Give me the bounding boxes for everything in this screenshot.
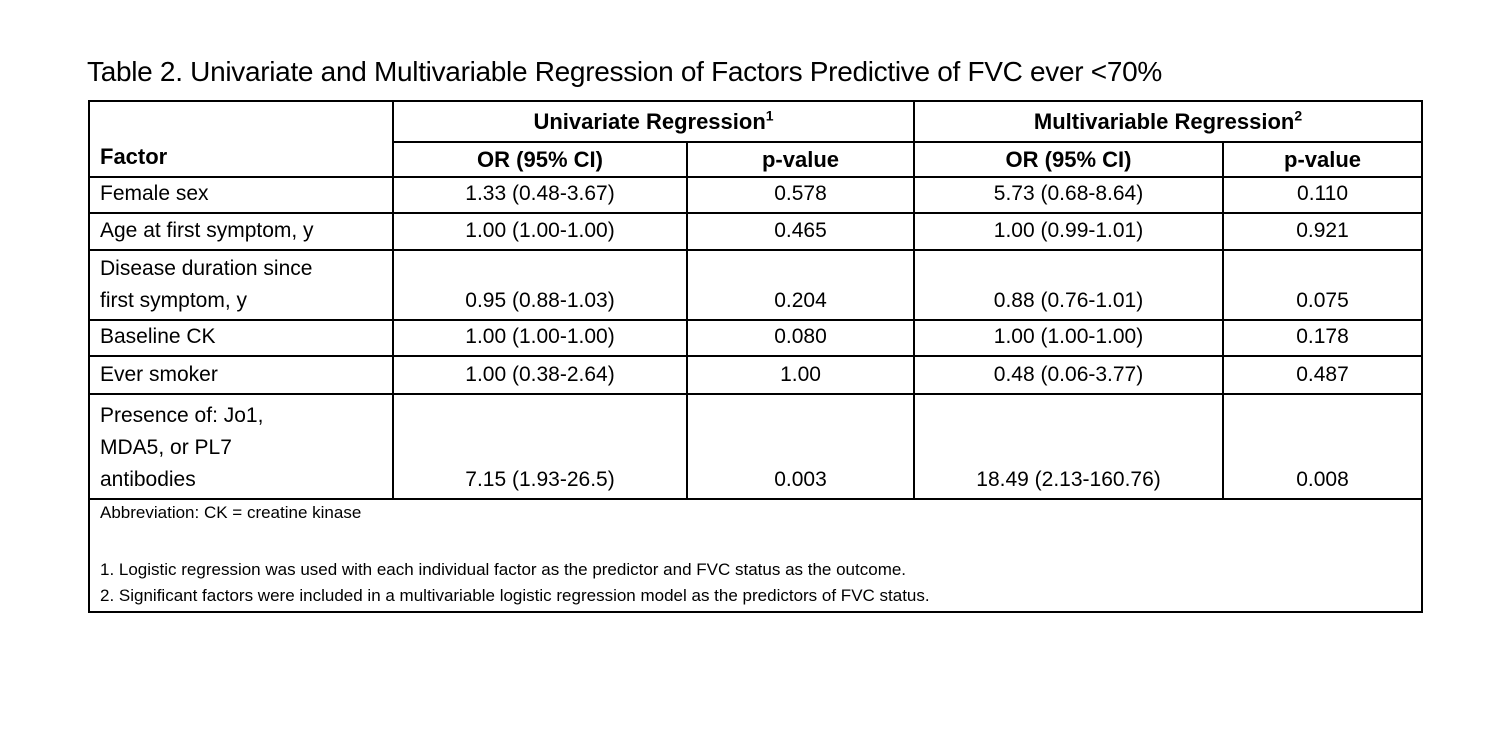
footnote-1: 1. Logistic regression was used with eac… — [100, 560, 907, 579]
table-row: Baseline CK 1.00 (1.00-1.00) 0.080 1.00 … — [88, 319, 1424, 357]
multi-pvalue-cell: 0.075 — [1222, 249, 1424, 321]
multi-pvalue-cell: 0.487 — [1222, 355, 1424, 395]
factor-line: MDA5, or PL7 — [100, 436, 232, 459]
factor-line: Baseline CK — [100, 325, 216, 348]
uni-or-cell: 1.00 (0.38-2.64) — [392, 355, 688, 395]
uni-or-cell: 1.00 (1.00-1.00) — [392, 212, 688, 251]
multivariable-group-header: Multivariable Regression2 — [913, 100, 1424, 143]
multi-or-cell: 1.00 (1.00-1.00) — [913, 319, 1225, 357]
footnotes-block: 1. Logistic regression was used with eac… — [100, 557, 1411, 609]
uni-or-cell: 1.33 (0.48-3.67) — [392, 176, 688, 214]
univariate-superscript: 1 — [765, 107, 774, 124]
table-row: Presence of: Jo1, MDA5, or PL7 antibodie… — [88, 393, 1424, 500]
multi-pvalue-cell: 0.110 — [1222, 176, 1424, 214]
factor-line: Disease duration since — [100, 257, 313, 280]
footnote-row: Abbreviation: CK = creatine kinase 1. Lo… — [87, 498, 1424, 613]
header-row-groups: Factor Univariate Regression1 Multivaria… — [88, 100, 1424, 178]
table-title: Table 2. Univariate and Multivariable Re… — [87, 56, 1162, 87]
factor-cell: Baseline CK — [88, 319, 394, 357]
factor-column-header: Factor — [88, 100, 394, 178]
multi-pvalue-cell: 0.178 — [1222, 319, 1424, 357]
factor-cell: Presence of: Jo1, MDA5, or PL7 antibodie… — [88, 393, 394, 500]
table-row: Ever smoker 1.00 (0.38-2.64) 1.00 0.48 (… — [88, 355, 1424, 395]
uni-pvalue-cell: 0.465 — [685, 212, 916, 251]
uni-pvalue-cell: 1.00 — [685, 355, 916, 395]
table-row: Disease duration since first symptom, y … — [88, 249, 1424, 321]
multi-or-cell: 0.88 (0.76-1.01) — [913, 249, 1225, 321]
table-row: Age at first symptom, y 1.00 (1.00-1.00)… — [88, 212, 1424, 251]
multivariable-group-label: Multivariable Regression — [1033, 108, 1295, 134]
multi-or-cell: 18.49 (2.13-160.76) — [913, 393, 1225, 500]
regression-table: Factor Univariate Regression1 Multivaria… — [87, 100, 1424, 613]
factor-cell: Ever smoker — [88, 355, 394, 395]
header-row-columns: OR (95% CI) p-value OR (95% CI) p-value — [89, 141, 1424, 178]
footnote-2: 2. Significant factors were included in … — [100, 586, 930, 605]
uni-pvalue-cell: 0.080 — [685, 319, 916, 357]
univariate-or-header: OR (95% CI) — [392, 141, 688, 178]
factor-line: antibodies — [100, 468, 196, 491]
uni-or-cell: 0.95 (0.88-1.03) — [392, 249, 688, 321]
factor-line: first symptom, y — [100, 289, 248, 312]
uni-pvalue-cell: 0.578 — [685, 176, 916, 214]
factor-cell: Age at first symptom, y — [88, 212, 394, 251]
factor-cell: Disease duration since first symptom, y — [88, 249, 394, 321]
multivariable-pvalue-header: p-value — [1222, 141, 1424, 178]
univariate-group-header: Univariate Regression1 — [391, 100, 916, 143]
factor-line: Ever smoker — [100, 363, 218, 386]
abbreviation-note: Abbreviation: CK = creatine kinase — [100, 503, 362, 522]
multi-or-cell: 5.73 (0.68-8.64) — [913, 176, 1225, 214]
factor-line: Age at first symptom, y — [100, 219, 314, 242]
factor-line: Female sex — [100, 182, 209, 205]
multivariable-or-header: OR (95% CI) — [913, 141, 1225, 178]
univariate-group-label: Univariate Regression — [533, 108, 766, 134]
footnote-cell: Abbreviation: CK = creatine kinase 1. Lo… — [87, 498, 1424, 613]
uni-or-cell: 1.00 (1.00-1.00) — [392, 319, 688, 357]
univariate-pvalue-header: p-value — [685, 141, 916, 178]
multivariable-superscript: 2 — [1294, 107, 1303, 124]
factor-line: Presence of: Jo1, — [100, 404, 264, 427]
factor-cell: Female sex — [88, 176, 394, 214]
multi-or-cell: 0.48 (0.06-3.77) — [913, 355, 1225, 395]
uni-or-cell: 7.15 (1.93-26.5) — [392, 393, 688, 500]
uni-pvalue-cell: 0.003 — [685, 393, 916, 500]
uni-pvalue-cell: 0.204 — [685, 249, 916, 321]
multi-pvalue-cell: 0.008 — [1222, 393, 1424, 500]
multi-or-cell: 1.00 (0.99-1.01) — [913, 212, 1225, 251]
multi-pvalue-cell: 0.921 — [1222, 212, 1424, 251]
table-row: Female sex 1.33 (0.48-3.67) 0.578 5.73 (… — [88, 176, 1424, 214]
